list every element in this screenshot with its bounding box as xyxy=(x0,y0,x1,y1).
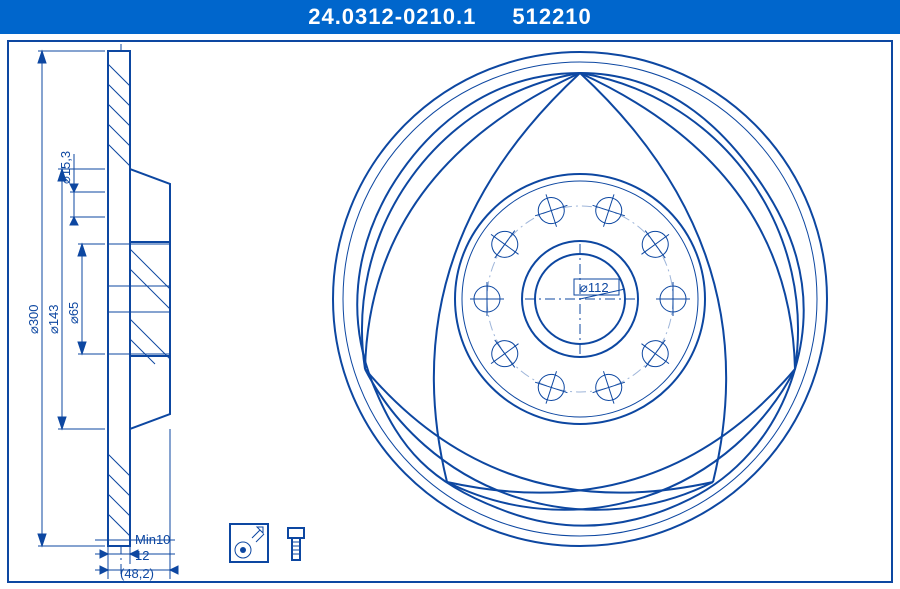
hub-dia-dim: ⌀65 xyxy=(66,302,81,324)
title-bar: 24.0312-0210.1 512210 xyxy=(0,0,900,34)
coating-icon xyxy=(230,524,268,562)
front-view: ⌀112 xyxy=(333,52,827,577)
offset-dim: (48,2) xyxy=(120,566,154,581)
min-thickness-dim: Min10 xyxy=(135,532,170,547)
technical-drawing: ⌀112 xyxy=(0,34,900,589)
inner-dia-dim: ⌀143 xyxy=(46,304,61,334)
outer-dia-dim: ⌀300 xyxy=(26,304,41,334)
part-code: 512210 xyxy=(512,4,591,30)
bolt-hole-dim: ⌀15,3 xyxy=(58,151,73,184)
part-number: 24.0312-0210.1 xyxy=(308,4,476,30)
bolt-icon xyxy=(288,528,304,560)
center-bore-callout: ⌀112 xyxy=(574,279,625,299)
side-view: ⌀15,3 ⌀300 ⌀143 ⌀65 Min10 12 (48,2) xyxy=(26,44,178,581)
center-bore-dim: ⌀112 xyxy=(580,280,609,295)
thickness-dim: 12 xyxy=(135,548,149,563)
